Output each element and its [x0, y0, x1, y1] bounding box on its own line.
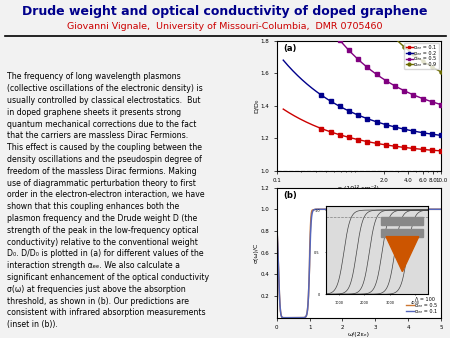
αₑₑ = 0.5 [438, 207, 444, 211]
αₑₑ = 0.1 [274, 229, 279, 233]
αₑₑ = 0.1 [404, 207, 409, 211]
Y-axis label: σ(ω)/C: σ(ω)/C [254, 242, 259, 263]
αₑₑ = 0.1 [434, 207, 439, 211]
Line: αₑₑ = 0.5: αₑₑ = 0.5 [277, 209, 441, 318]
αₑₑ = 0.5 [286, 316, 292, 320]
Text: (a): (a) [284, 45, 297, 53]
Legend: αₑₑ = 0.1, αₑₑ = 0.2, αₑₑ = 0.5, αₑₑ = 0.9: αₑₑ = 0.1, αₑₑ = 0.2, αₑₑ = 0.5, αₑₑ = 0… [404, 43, 439, 69]
X-axis label: ω/(2εₑ): ω/(2εₑ) [348, 332, 370, 337]
αₑₑ = 0.1 [434, 207, 439, 211]
αₑₑ = 0.5 [404, 207, 409, 211]
X-axis label: n (10¹² cm⁻²): n (10¹² cm⁻²) [338, 185, 379, 191]
Text: Drude weight and optical conductivity of doped graphene: Drude weight and optical conductivity of… [22, 5, 428, 18]
Text: Giovanni Vignale,  University of Missouri-Columbia,  DMR 0705460: Giovanni Vignale, University of Missouri… [67, 22, 383, 31]
Text: (b): (b) [284, 192, 297, 200]
Legend: Λ = 100, αₑₑ = 0.5, αₑₑ = 0.1: Λ = 100, αₑₑ = 0.5, αₑₑ = 0.1 [405, 295, 439, 315]
Y-axis label: D/D₀: D/D₀ [254, 98, 259, 113]
αₑₑ = 0.5 [337, 207, 342, 211]
αₑₑ = 0.5 [354, 207, 360, 211]
Line: αₑₑ = 0.1: αₑₑ = 0.1 [277, 209, 441, 318]
αₑₑ = 0.1 [350, 207, 355, 211]
αₑₑ = 0.1 [286, 316, 292, 320]
αₑₑ = 0.1 [354, 207, 360, 211]
αₑₑ = 0.5 [434, 207, 439, 211]
αₑₑ = 0.5 [434, 207, 439, 211]
αₑₑ = 0.1 [283, 316, 288, 320]
Text: The frequency of long wavelength plasmons
(collective oscillations of the electr: The frequency of long wavelength plasmon… [7, 72, 209, 329]
αₑₑ = 0.5 [274, 229, 279, 233]
αₑₑ = 0.1 [438, 207, 444, 211]
αₑₑ = 0.1 [337, 207, 342, 211]
αₑₑ = 0.5 [283, 316, 288, 320]
αₑₑ = 0.5 [350, 207, 355, 211]
